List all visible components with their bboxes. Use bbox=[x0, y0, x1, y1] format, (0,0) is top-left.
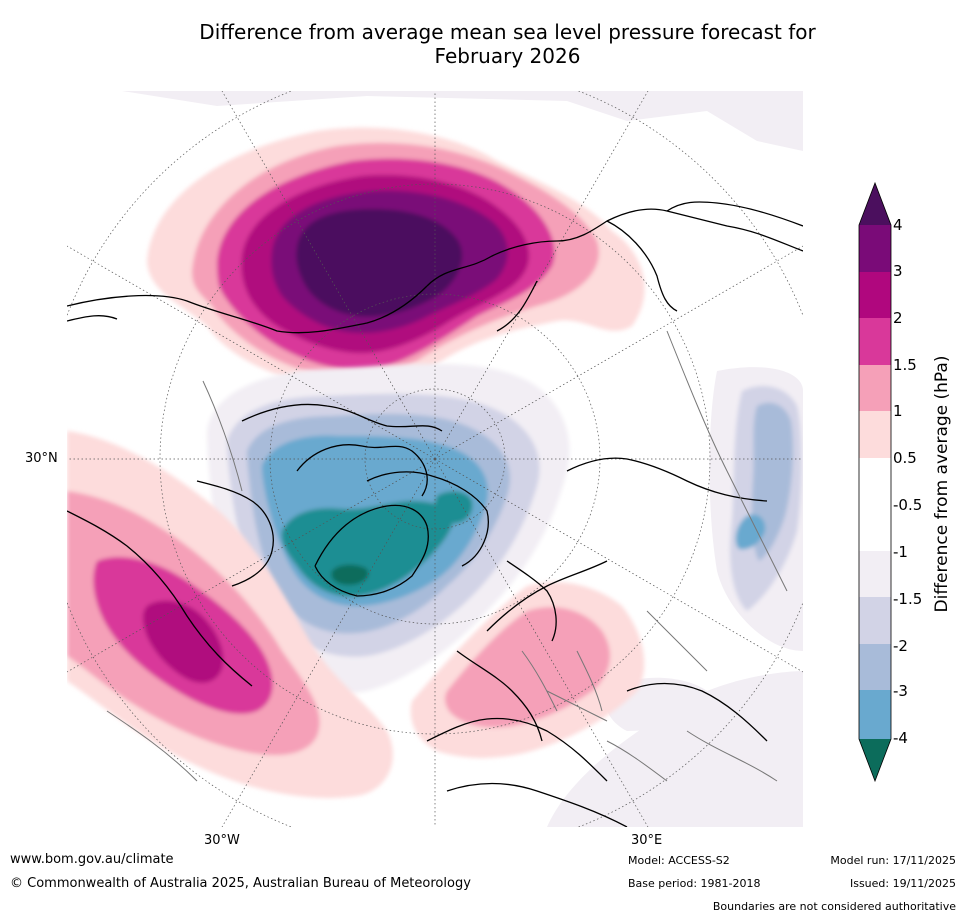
model-name: Model: ACCESS-S2 bbox=[628, 854, 730, 867]
base-period: Base period: 1981-2018 bbox=[628, 877, 761, 890]
colorbar-tick-label: -3 bbox=[893, 682, 908, 700]
colorbar-swatch bbox=[859, 365, 891, 411]
asia-negative-anomaly bbox=[730, 386, 802, 611]
title-line-1: Difference from average mean sea level p… bbox=[199, 20, 816, 44]
lat-label-30n: 30°N bbox=[25, 451, 58, 466]
colorbar-tick-label: -2 bbox=[893, 637, 908, 655]
colorbar-swatch bbox=[859, 458, 891, 504]
colorbar-tick-label: -0.5 bbox=[893, 496, 923, 514]
colorbar bbox=[858, 181, 892, 783]
colorbar-swatch bbox=[859, 504, 891, 551]
arctic-negative-anomaly bbox=[207, 363, 570, 693]
issued-date: Issued: 19/11/2025 bbox=[849, 877, 956, 890]
colorbar-swatch bbox=[859, 597, 891, 644]
colorbar-extend-top bbox=[859, 183, 891, 225]
model-run-date: Model run: 17/11/2025 bbox=[830, 854, 956, 867]
pressure-anomaly-map bbox=[67, 91, 803, 827]
colorbar-swatch bbox=[859, 551, 891, 597]
colorbar-tick-label: 3 bbox=[893, 262, 903, 280]
boundary-disclaimer: Boundaries are not considered authoritat… bbox=[712, 900, 956, 913]
colorbar-swatch bbox=[859, 690, 891, 739]
map-graticule bbox=[67, 91, 803, 827]
colorbar-tick-label: 1.5 bbox=[893, 356, 917, 374]
colorbar-tick-label: 1 bbox=[893, 402, 903, 420]
colorbar-tick-label: 0.5 bbox=[893, 449, 917, 467]
map-title: Difference from average mean sea level p… bbox=[0, 20, 965, 68]
colorbar-title: Difference from average (hPa) bbox=[932, 355, 952, 613]
coastlines bbox=[67, 201, 803, 827]
colorbar-tick-label: -1 bbox=[893, 543, 908, 561]
colorbar-swatch bbox=[859, 272, 891, 318]
colorbar-swatch bbox=[859, 411, 891, 458]
north-pacific-positive-anomaly bbox=[147, 127, 645, 388]
colorbar-swatch bbox=[859, 225, 891, 272]
colorbar-swatch bbox=[859, 644, 891, 690]
title-line-2: February 2026 bbox=[434, 44, 581, 68]
colorbar-swatch bbox=[859, 318, 891, 365]
colorbar-tick-label: 4 bbox=[893, 216, 903, 234]
country-boundaries bbox=[106, 330, 788, 782]
colorbar-outline bbox=[858, 181, 892, 783]
colorbar-tick-label: -1.5 bbox=[893, 590, 923, 608]
colorbar-tick-label: -4 bbox=[893, 729, 908, 747]
colorbar-extend-bottom bbox=[859, 739, 891, 781]
europe-positive-anomaly bbox=[410, 582, 645, 758]
lon-label-30w: 30°W bbox=[204, 833, 240, 848]
colorbar-tick-label: 2 bbox=[893, 309, 903, 327]
east-pacific-positive-anomaly bbox=[67, 431, 393, 798]
copyright-text: © Commonwealth of Australia 2025, Austra… bbox=[10, 876, 471, 891]
lon-label-30e: 30°E bbox=[631, 833, 663, 848]
website-link[interactable]: www.bom.gov.au/climate bbox=[10, 852, 174, 867]
